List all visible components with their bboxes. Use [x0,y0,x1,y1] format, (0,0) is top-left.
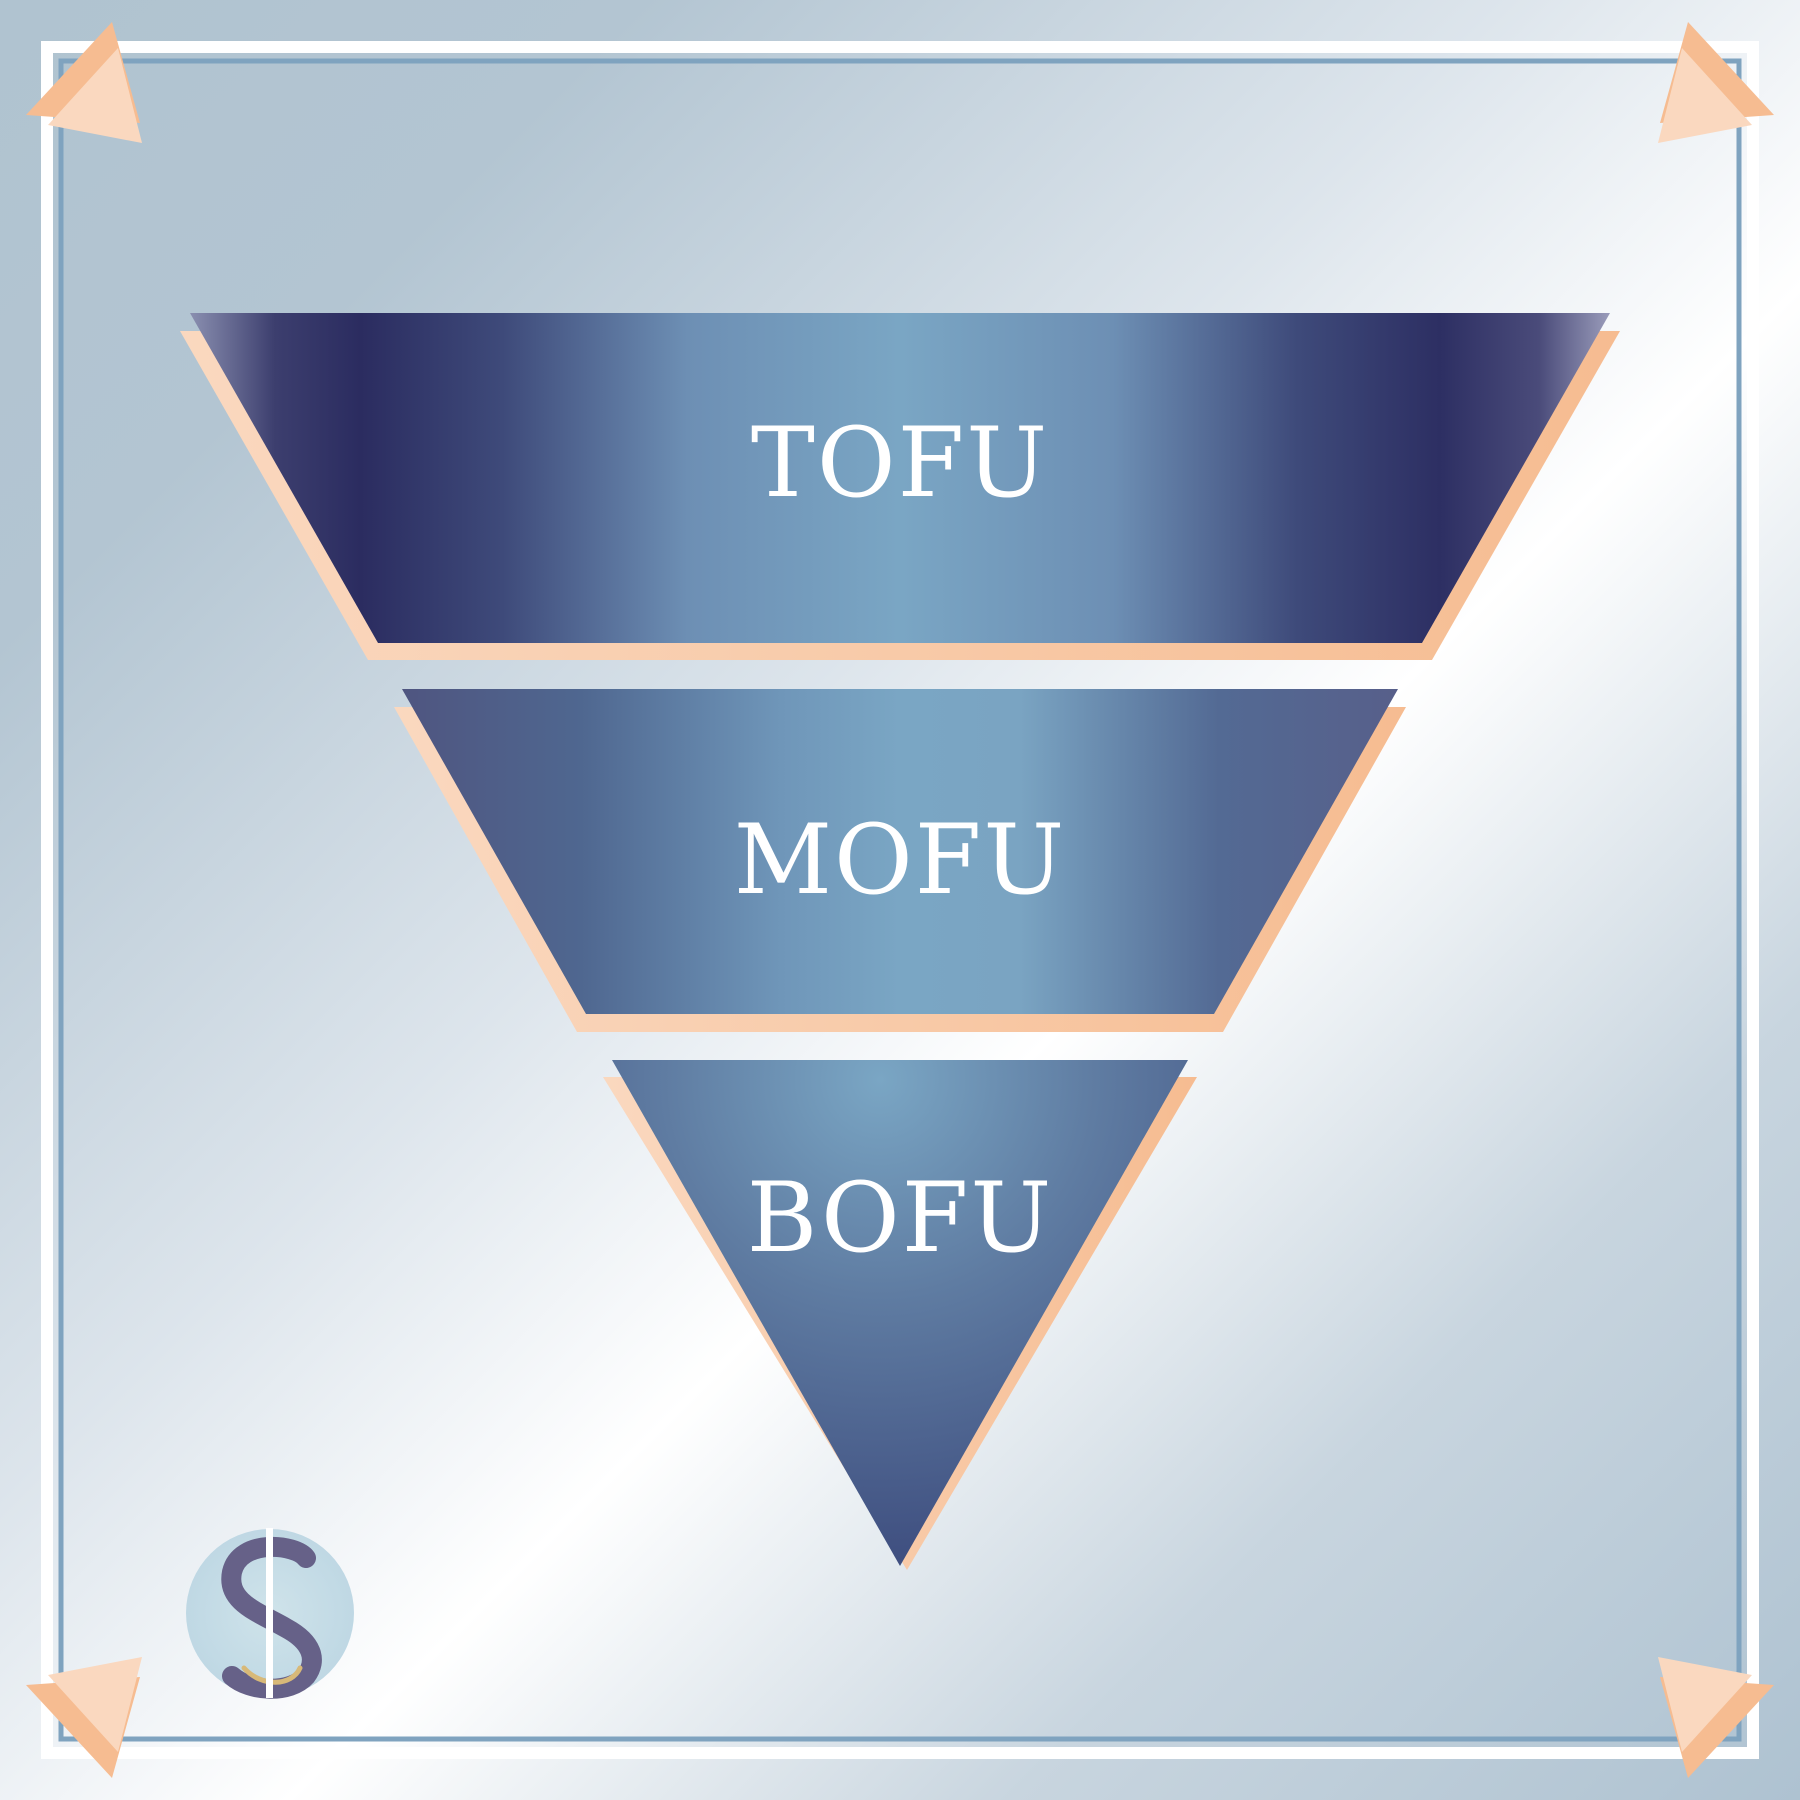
corner-decoration-top-left [26,22,142,143]
funnel-stage-shape [612,1060,1188,1566]
corner-decoration-top-right [1658,22,1774,143]
outer-white-frame [41,41,1759,1759]
funnel-stage-tofu: TOFU [180,313,1620,660]
triangle-arrow-icon [1658,1657,1752,1752]
corner-decoration-bottom-right [1658,1657,1774,1778]
triangle-arrow-icon [1658,48,1752,143]
funnel-stage-label: BOFU [747,1162,1054,1274]
logo-letter-s [221,1536,322,1699]
logo-gold-accent [241,1665,303,1685]
funnel-stage-label: MOFU [734,804,1067,916]
triangle-arrow-icon [48,1657,142,1752]
funnel-stage-bofu: BOFU [603,1060,1197,1570]
funnel-stage-label: TOFU [751,407,1049,519]
letter-s-monogram-logo [186,1528,354,1699]
funnel-stage-shape [402,689,1398,1014]
corner-decoration-bottom-left [26,1657,142,1778]
inner-blue-frame [58,58,1742,1742]
funnel-stage-shape [190,313,1610,643]
triangle-arrow-icon [48,48,142,143]
logo-divider-line [266,1528,273,1698]
funnel-stage-mofu: MOFU [394,689,1406,1032]
